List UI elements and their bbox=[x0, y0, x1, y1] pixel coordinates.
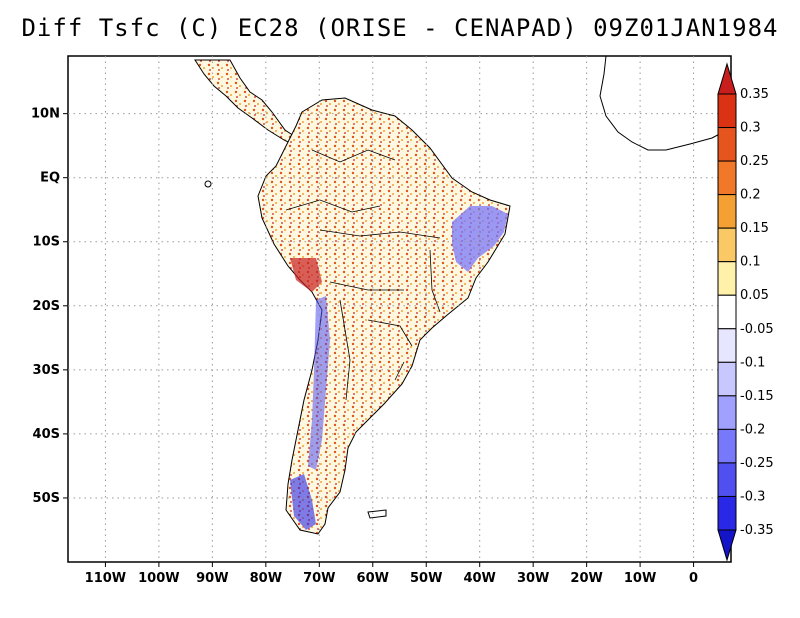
map-title: Diff Tsfc (C) EC28 (ORISE - CENAPAD) 09Z… bbox=[21, 14, 779, 42]
lat-tick-label: 50S bbox=[33, 491, 60, 506]
lon-tick-label: 30W bbox=[517, 571, 549, 586]
colorbar-segment bbox=[717, 127, 737, 162]
colorbar-segment bbox=[717, 261, 737, 296]
south-america-land bbox=[257, 97, 511, 535]
longitude-labels: 110W 100W 90W 80W 70W 60W 50W 40W 30W 20W 10W 0 bbox=[85, 571, 698, 586]
colorbar-label: -0.15 bbox=[740, 389, 774, 404]
colorbar-label: 0.35 bbox=[740, 87, 769, 102]
lat-tick-label: 10N bbox=[31, 107, 60, 122]
lon-tick-label: 0 bbox=[689, 571, 698, 586]
colorbar-label: 0.1 bbox=[740, 255, 761, 270]
lon-tick-label: 10W bbox=[624, 571, 656, 586]
cold-cluster-southern-chile bbox=[290, 474, 316, 530]
lon-tick-label: 50W bbox=[410, 571, 442, 586]
hot-cluster-peru bbox=[290, 258, 322, 292]
lon-tick-label: 60W bbox=[357, 571, 389, 586]
colorbar-segment bbox=[717, 361, 737, 397]
lat-tick-label: 20S bbox=[33, 299, 60, 314]
colorbar-label: 0.15 bbox=[740, 221, 769, 236]
colorbar-label: 0.2 bbox=[740, 188, 761, 203]
falklands-land bbox=[367, 509, 387, 519]
lon-tick-label: 20W bbox=[570, 571, 602, 586]
colorbar-label: -0.2 bbox=[740, 422, 765, 437]
colorbar-segment bbox=[717, 93, 737, 129]
colorbar-label: -0.35 bbox=[740, 523, 774, 538]
colorbar-segment bbox=[717, 160, 737, 196]
colorbar-segment bbox=[717, 428, 737, 464]
lat-tick-label: 10S bbox=[33, 235, 60, 250]
lon-tick-label: 40W bbox=[463, 571, 495, 586]
lon-tick-label: 80W bbox=[250, 571, 282, 586]
graticule bbox=[63, 56, 731, 567]
lon-tick-label: 110W bbox=[85, 571, 126, 586]
latitude-labels: 10N EQ 10S 20S 30S 40S 50S bbox=[31, 107, 60, 506]
colorbar-label: 0.3 bbox=[740, 121, 761, 136]
lat-tick-label: EQ bbox=[40, 171, 60, 186]
colorbar-segment bbox=[717, 495, 737, 531]
colorbar bbox=[717, 62, 737, 562]
colorbar-label: -0.05 bbox=[740, 322, 774, 337]
lon-tick-label: 90W bbox=[196, 571, 228, 586]
lat-tick-label: 40S bbox=[33, 427, 60, 442]
colorbar-label: -0.1 bbox=[740, 355, 765, 370]
colorbar-segment bbox=[717, 328, 737, 363]
colorbar-label: -0.25 bbox=[740, 456, 774, 471]
colorbar-segment bbox=[717, 227, 737, 263]
lon-tick-label: 100W bbox=[138, 571, 179, 586]
colorbar-segment bbox=[717, 294, 737, 330]
colorbar-label: 0.25 bbox=[740, 154, 769, 169]
galapagos-land bbox=[204, 180, 212, 188]
lon-tick-label: 70W bbox=[303, 571, 335, 586]
colorbar-segment bbox=[717, 395, 737, 430]
colorbar-bottom-arrow bbox=[717, 529, 737, 562]
central-america-land bbox=[194, 59, 301, 147]
country-borders bbox=[285, 149, 441, 401]
land-layer bbox=[194, 56, 731, 535]
colorbar-labels: 0.35 0.3 0.25 0.2 0.15 0.1 0.05 -0.05 -0.1 -0.15 -… bbox=[740, 87, 774, 538]
colorbar-segment bbox=[717, 462, 737, 497]
colorbar-segment bbox=[717, 194, 737, 229]
cold-cluster-andes bbox=[308, 296, 330, 470]
lat-tick-label: 30S bbox=[33, 363, 60, 378]
colorbar-label: -0.3 bbox=[740, 489, 765, 504]
africa-land bbox=[599, 56, 731, 151]
colorbar-label: 0.05 bbox=[740, 288, 769, 303]
